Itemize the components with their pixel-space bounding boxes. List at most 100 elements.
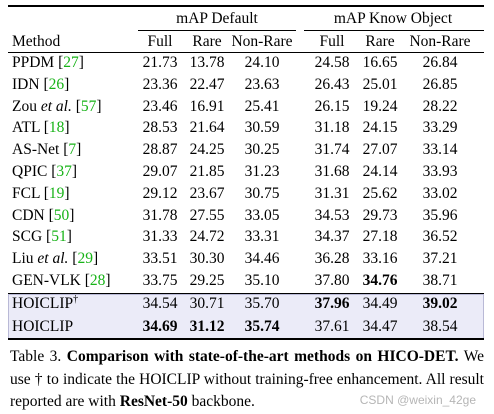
method-cell: HOICLIP†: [12, 294, 78, 314]
value-cell: 23.67: [189, 184, 225, 202]
value-cell: 39.02: [422, 295, 458, 312]
value-cell: 33.02: [422, 184, 458, 202]
value-cell: 34.46: [244, 250, 280, 268]
value-cell: 23.46: [142, 97, 178, 115]
value-cell: 29.12: [142, 184, 178, 202]
cite-bracket: ]: [71, 163, 78, 180]
citation[interactable]: 57: [80, 97, 97, 115]
cite-bracket: [: [51, 163, 57, 180]
citation[interactable]: 51: [51, 228, 67, 246]
citation[interactable]: 26: [48, 75, 65, 93]
caption-text: backbone.: [187, 393, 255, 410]
cite-bracket: [: [43, 184, 49, 202]
method-name: AS-Net: [12, 141, 60, 159]
value-cell: 31.31: [314, 184, 350, 202]
method-cell: PPDM [27]: [12, 53, 84, 73]
cite-bracket: ]: [96, 97, 102, 115]
method-cell: HOICLIP: [12, 317, 73, 337]
value-cell: 31.23: [244, 163, 280, 180]
value-cell: 33.31: [244, 228, 280, 246]
value-cell: 16.91: [189, 97, 225, 115]
value-cell: 31.33: [142, 228, 178, 246]
method-name: ATL: [12, 119, 40, 137]
citation[interactable]: 50: [53, 206, 70, 224]
cite-bracket: [: [75, 97, 81, 115]
value-cell: 38.71: [422, 272, 458, 289]
value-cell: 13.78: [189, 54, 225, 71]
citation[interactable]: 18: [48, 119, 65, 137]
citation[interactable]: 19: [48, 184, 65, 202]
value-cell: 21.64: [189, 119, 225, 137]
caption-text: Comparison with state-of-the-art methods…: [66, 348, 459, 365]
value-cell: 24.10: [244, 54, 280, 71]
method-cell: ATL [18]: [12, 118, 70, 138]
cite-bracket: [: [46, 228, 52, 246]
value-cell: 34.69: [142, 317, 178, 335]
method-name: HOICLIP: [12, 295, 74, 312]
method-name: PPDM: [12, 54, 55, 71]
cite-bracket: [: [43, 75, 49, 93]
cite-bracket: [: [48, 206, 54, 224]
value-cell: 35.10: [244, 272, 280, 289]
method-cell: SCG [51]: [12, 227, 72, 247]
value-cell: 24.58: [314, 54, 350, 71]
value-cell: 24.72: [189, 228, 225, 246]
value-cell: 21.73: [142, 54, 178, 71]
highlight-band: [8, 294, 484, 339]
caption-text: We use † to indicate the HOICLIP without…: [10, 348, 484, 410]
method-cell: QPIC [37]: [12, 162, 77, 182]
method-name: SCG: [12, 228, 43, 246]
cite-bracket: ]: [105, 272, 111, 289]
value-cell: 28.87: [142, 141, 178, 159]
value-cell: 23.63: [244, 75, 280, 93]
value-cell: 34.53: [314, 206, 350, 224]
value-cell: 33.75: [142, 272, 178, 289]
value-cell: 31.12: [189, 317, 225, 335]
citation[interactable]: 37: [56, 163, 72, 180]
value-cell: 26.15: [314, 97, 350, 115]
value-cell: 27.55: [189, 206, 225, 224]
citation[interactable]: 7: [68, 141, 77, 159]
caption: Table 3. Comparison with state-of-the-ar…: [10, 346, 484, 414]
method-name: CDN: [12, 206, 45, 224]
header-rule: [8, 52, 484, 53]
value-cell: 37.21: [422, 250, 458, 268]
citation[interactable]: 29: [77, 250, 93, 268]
value-cell: 24.14: [362, 163, 398, 180]
column-header: Rare: [365, 33, 395, 50]
value-cell: 26.84: [422, 54, 458, 71]
cite-bracket: ]: [69, 206, 75, 224]
caption-text: Table 3.: [10, 348, 67, 365]
method-name: Liu: [12, 250, 34, 268]
value-cell: 24.25: [189, 141, 225, 159]
value-cell: 34.54: [142, 295, 178, 312]
mid-rule: [8, 293, 484, 294]
caption-text: ResNet-50: [119, 393, 188, 410]
method-name: QPIC: [12, 163, 48, 180]
citation[interactable]: 27: [63, 54, 79, 71]
group-rule: [304, 30, 484, 31]
method-name: HOICLIP: [12, 317, 74, 335]
group-header: mAP Know Object: [333, 10, 453, 27]
value-cell: 29.07: [142, 163, 178, 180]
value-cell: 37.96: [314, 295, 350, 312]
cite-bracket: ]: [76, 141, 82, 159]
method-cell: GEN-VLK [28]: [12, 271, 111, 291]
value-cell: 30.71: [189, 295, 225, 312]
cite-bracket: [: [63, 141, 69, 159]
cite-bracket: [: [84, 272, 90, 289]
group-rule: [138, 30, 296, 31]
citation[interactable]: 28: [89, 272, 106, 289]
value-cell: 31.78: [142, 206, 178, 224]
value-cell: 36.52: [422, 228, 458, 246]
value-cell: 33.93: [422, 163, 458, 180]
value-cell: 25.62: [362, 184, 398, 202]
value-cell: 30.30: [189, 250, 225, 268]
cite-bracket: ]: [64, 75, 70, 93]
value-cell: 16.65: [362, 54, 398, 71]
column-header: Full: [147, 33, 173, 50]
value-cell: 22.47: [189, 75, 225, 93]
value-cell: 30.25: [244, 141, 280, 159]
value-cell: 33.14: [422, 141, 458, 159]
